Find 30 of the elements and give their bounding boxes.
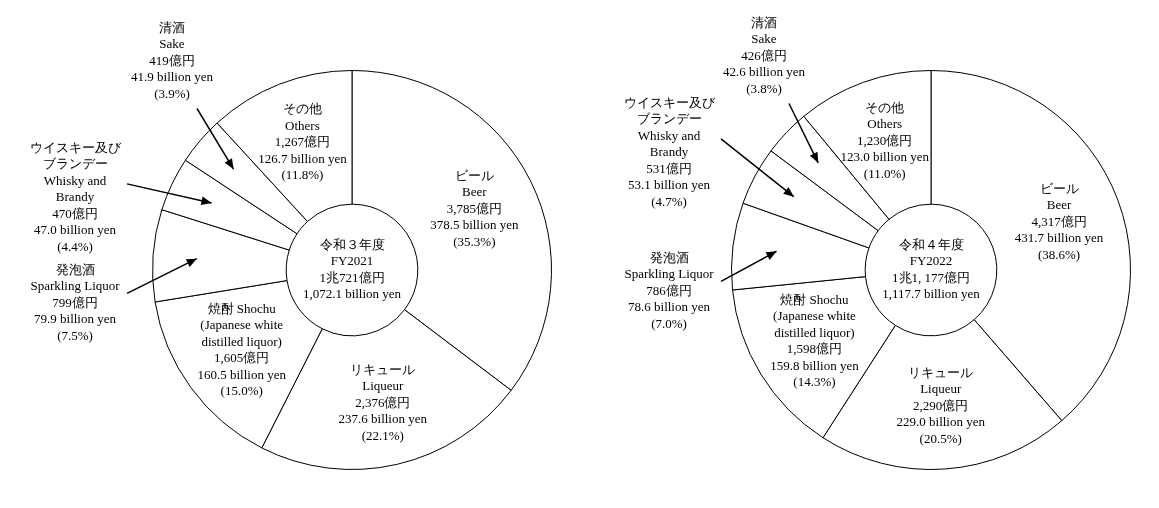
slice-label: ビール Beer (1039, 180, 1079, 213)
data-label: 1,598億円 159.8 billion yen (14.3%) (770, 341, 860, 390)
data-label: 2,376億円 237.6 billion yen (22.1%) (338, 394, 428, 443)
data-label: 419億円 41.9 billion yen (3.9%) (131, 52, 214, 101)
slice-label: 発泡酒 Sparkling Liquor (30, 261, 121, 294)
data-label: 786億円 78.6 billion yen (7.0%) (628, 282, 711, 331)
data-label: 1,267億円 126.7 billion yen (11.8%) (258, 134, 348, 183)
data-label: 1,605億円 160.5 billion yen (15.0%) (197, 350, 287, 399)
text: 令和３年度 FY2021 1兆721億円 1,072.1 billion yen (302, 236, 402, 302)
slice-label: 発泡酒 Sparkling Liquor (624, 249, 715, 282)
data-label: 4,317億円 431.7 billion yen (38.6%) (1014, 213, 1104, 262)
data-label: 799億円 79.9 billion yen (7.5%) (34, 294, 117, 343)
slice-label: その他 Others (865, 99, 905, 132)
data-label: 3,785億円 378.5 billion yen (35.3%) (430, 200, 520, 249)
text: 令和４年度 FY2022 1兆1, 177億円 1,117.7 billion yen (882, 236, 981, 302)
slice-label: ビール Beer (454, 167, 494, 200)
slice-label: リキュール Liqueur (908, 364, 974, 397)
slice-label: 清酒 Sake (751, 14, 777, 47)
slice-label: 焼酎 Shochu (Japanese white distilled liquor) (773, 291, 856, 340)
slice-label: リキュール Liqueur (350, 361, 416, 394)
data-label: 470億円 47.0 billion yen (4.4%) (34, 205, 117, 254)
slice-label: ウイスキー及びブランデー Whisky and Brandy (623, 94, 716, 160)
slice-label: その他 Others (282, 101, 322, 133)
slice-label: ウイスキー及びブランデー Whisky and Brandy (29, 139, 122, 205)
data-label: 2,290億円 229.0 billion yen (20.5%) (896, 397, 986, 446)
data-label: 1,230億円 123.0 billion yen (11.0%) (840, 132, 930, 181)
slice-label: 焼酎 Shochu (Japanese white distilled liquor) (200, 300, 284, 349)
data-label: 531億円 53.1 billion yen (4.7%) (628, 160, 711, 209)
data-label: 426億円 42.6 billion yen (3.8%) (723, 47, 806, 96)
slice-label: 清酒 Sake (159, 19, 185, 52)
